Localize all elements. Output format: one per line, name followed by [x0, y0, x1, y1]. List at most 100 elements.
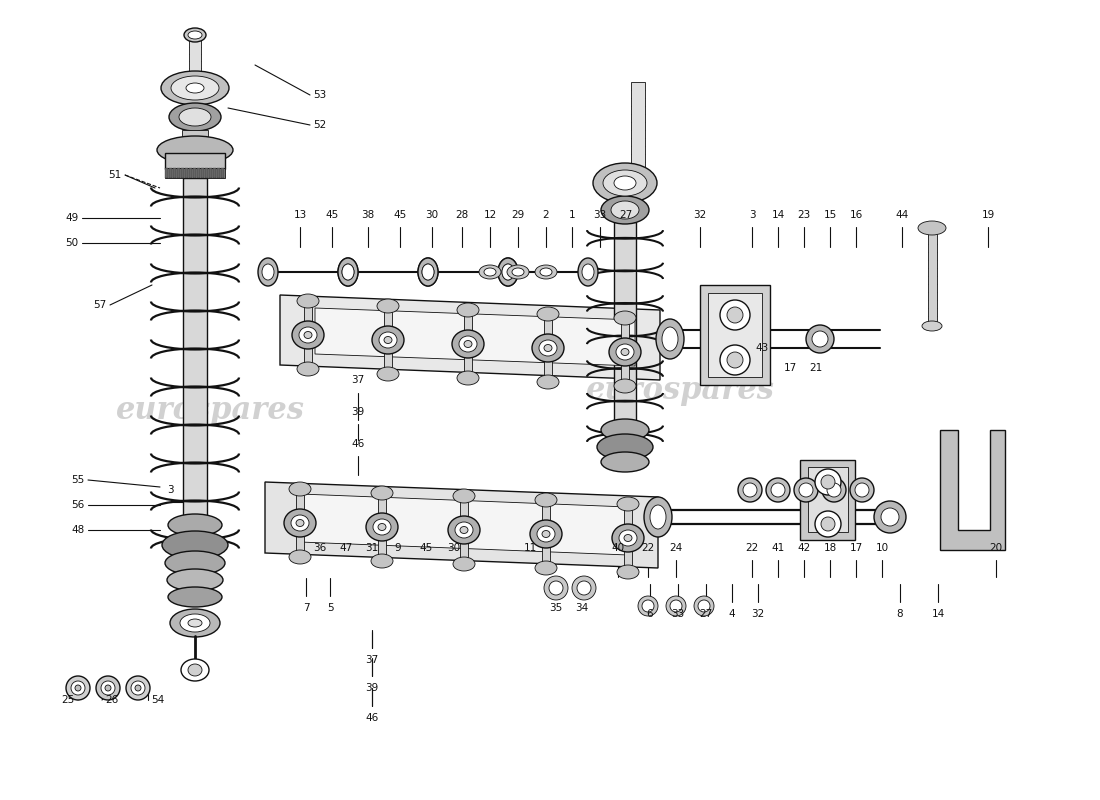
Polygon shape	[300, 494, 628, 555]
Ellipse shape	[384, 337, 392, 343]
Ellipse shape	[656, 319, 684, 359]
Polygon shape	[315, 308, 635, 366]
Text: 54: 54	[152, 695, 165, 705]
Text: 24: 24	[670, 543, 683, 553]
Ellipse shape	[603, 170, 647, 196]
Text: 44: 44	[895, 210, 909, 220]
Ellipse shape	[850, 478, 875, 502]
Ellipse shape	[771, 483, 785, 497]
Bar	[201, 168, 203, 178]
Ellipse shape	[539, 340, 557, 356]
Text: 38: 38	[362, 210, 375, 220]
Text: 45: 45	[394, 210, 407, 220]
Text: eurospares: eurospares	[116, 394, 305, 426]
Text: 26: 26	[106, 695, 119, 705]
Ellipse shape	[96, 676, 120, 700]
Ellipse shape	[338, 258, 358, 286]
Text: 10: 10	[876, 543, 889, 553]
Ellipse shape	[855, 483, 869, 497]
Text: 30: 30	[426, 210, 439, 220]
Bar	[700, 285, 770, 385]
Ellipse shape	[766, 478, 790, 502]
Bar	[808, 467, 848, 532]
Text: 36: 36	[314, 543, 327, 553]
Ellipse shape	[188, 31, 202, 39]
Ellipse shape	[922, 321, 942, 331]
Ellipse shape	[418, 258, 438, 286]
Bar	[296, 491, 304, 555]
Bar	[182, 168, 184, 178]
Ellipse shape	[101, 681, 116, 695]
Ellipse shape	[168, 514, 222, 536]
Bar	[464, 312, 472, 376]
Bar	[708, 293, 762, 377]
Ellipse shape	[881, 508, 899, 526]
Bar	[544, 316, 552, 380]
Bar	[614, 222, 636, 422]
Ellipse shape	[165, 551, 226, 575]
Ellipse shape	[572, 576, 596, 600]
Ellipse shape	[624, 534, 632, 542]
Ellipse shape	[535, 493, 557, 507]
Ellipse shape	[342, 264, 354, 280]
Ellipse shape	[452, 330, 484, 358]
Text: 30: 30	[448, 543, 461, 553]
Ellipse shape	[292, 321, 324, 349]
Text: eurospares: eurospares	[585, 374, 774, 406]
Ellipse shape	[540, 268, 552, 276]
Polygon shape	[280, 295, 660, 380]
Ellipse shape	[460, 526, 467, 534]
Polygon shape	[940, 430, 1005, 550]
Ellipse shape	[617, 565, 639, 579]
Text: 32: 32	[693, 210, 706, 220]
Ellipse shape	[507, 265, 529, 279]
Ellipse shape	[720, 345, 750, 375]
Ellipse shape	[464, 341, 472, 347]
Ellipse shape	[806, 325, 834, 353]
Bar	[169, 168, 172, 178]
Ellipse shape	[167, 569, 223, 591]
Ellipse shape	[502, 264, 514, 280]
Text: 43: 43	[756, 343, 769, 353]
Ellipse shape	[727, 352, 742, 368]
Text: 37: 37	[351, 375, 364, 385]
Text: 40: 40	[612, 543, 625, 553]
Text: 39: 39	[351, 407, 364, 417]
Bar	[631, 82, 645, 182]
Text: 21: 21	[810, 363, 823, 373]
Ellipse shape	[131, 681, 145, 695]
Ellipse shape	[537, 307, 559, 321]
Ellipse shape	[601, 452, 649, 472]
Ellipse shape	[179, 108, 211, 126]
Text: 31: 31	[365, 543, 378, 553]
Ellipse shape	[299, 327, 317, 343]
Bar	[460, 498, 467, 562]
Bar	[624, 506, 632, 570]
Ellipse shape	[422, 264, 435, 280]
Text: 4: 4	[728, 609, 735, 619]
Text: 37: 37	[365, 655, 378, 665]
Ellipse shape	[162, 531, 228, 559]
Ellipse shape	[670, 600, 682, 612]
Ellipse shape	[610, 201, 639, 219]
Ellipse shape	[742, 483, 757, 497]
Ellipse shape	[459, 336, 477, 352]
Bar	[221, 168, 224, 178]
Ellipse shape	[379, 332, 397, 348]
Ellipse shape	[609, 338, 641, 366]
Text: 49: 49	[65, 213, 78, 223]
Ellipse shape	[874, 501, 906, 533]
Text: 42: 42	[798, 543, 811, 553]
Text: 23: 23	[798, 210, 811, 220]
Text: 57: 57	[94, 300, 107, 310]
Ellipse shape	[453, 557, 475, 571]
Bar	[205, 168, 208, 178]
Text: 5: 5	[327, 603, 333, 613]
Bar	[304, 303, 312, 367]
Text: 17: 17	[849, 543, 862, 553]
Text: 52: 52	[314, 120, 327, 130]
Ellipse shape	[614, 311, 636, 325]
Ellipse shape	[530, 520, 562, 548]
Ellipse shape	[644, 497, 672, 537]
Ellipse shape	[453, 489, 475, 503]
